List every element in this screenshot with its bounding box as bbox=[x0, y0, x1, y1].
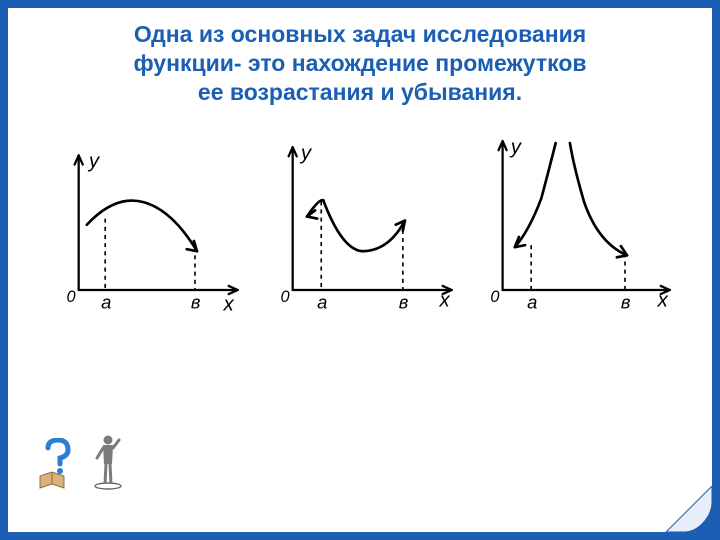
title-line-3: ее возрастания и убывания. bbox=[198, 79, 522, 105]
decorative-icons bbox=[38, 434, 124, 490]
point-a-label: a bbox=[101, 292, 111, 313]
origin-label: 0 bbox=[490, 288, 499, 306]
graph-1: 0 a в x y bbox=[44, 134, 248, 344]
title-line-2: функции- это нахождение промежутков bbox=[133, 50, 586, 76]
point-a-label: a bbox=[317, 292, 327, 313]
x-axis-label: x bbox=[439, 290, 451, 312]
page-corner-icon bbox=[666, 486, 712, 532]
point-b-label: в bbox=[399, 292, 409, 313]
point-a-label: a bbox=[527, 292, 537, 313]
point-b-label: в bbox=[191, 292, 201, 313]
figure-icon bbox=[92, 434, 124, 490]
x-axis-label: x bbox=[657, 290, 669, 312]
y-axis-label: y bbox=[87, 151, 101, 173]
origin-label: 0 bbox=[66, 288, 75, 306]
y-axis-label: y bbox=[509, 137, 523, 159]
slide-title: Одна из основных задач исследования функ… bbox=[38, 20, 682, 106]
help-icon bbox=[38, 438, 86, 490]
point-b-label: в bbox=[621, 292, 631, 313]
x-axis-label: x bbox=[223, 294, 235, 316]
graph-2: 0 a в x y bbox=[258, 134, 462, 344]
graphs-row: 0 a в x y bbox=[38, 134, 682, 344]
graph-3: 0 a в x y bbox=[472, 134, 676, 344]
origin-label: 0 bbox=[280, 288, 289, 306]
y-axis-label: y bbox=[299, 143, 313, 165]
title-line-1: Одна из основных задач исследования bbox=[134, 21, 586, 47]
